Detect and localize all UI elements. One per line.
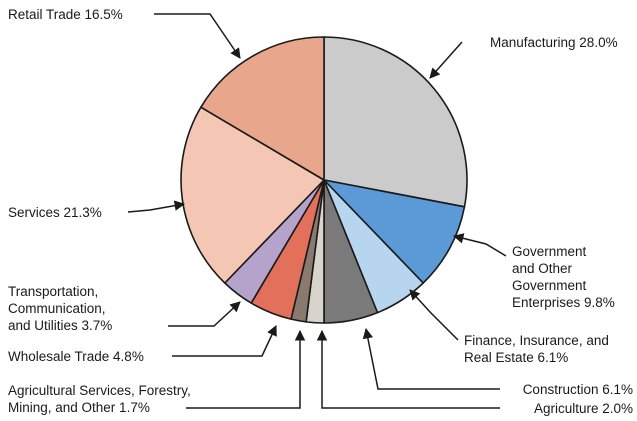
slice-label-line: Agriculture 2.0% bbox=[534, 401, 633, 416]
pie-slice-retail bbox=[200, 36, 325, 181]
leader-line-ag-services bbox=[186, 329, 306, 409]
leader-line-construction bbox=[362, 327, 500, 390]
slice-label-construction: Construction 6.1% bbox=[523, 382, 633, 397]
slice-label-line: Government bbox=[512, 278, 587, 293]
slice-label-line: Wholesale Trade 4.8% bbox=[8, 349, 144, 364]
slice-label-retail: Retail Trade 16.5% bbox=[8, 7, 123, 22]
pie-slice-manufacturing bbox=[323, 36, 468, 208]
slice-label-ag-services: Agricultural Services, Forestry, Mining, … bbox=[8, 383, 191, 415]
slice-label-line: Mining, and Other 1.7% bbox=[8, 400, 150, 415]
leader-lines bbox=[127, 13, 507, 409]
slice-labels: Manufacturing 28.0%Government and Other Go… bbox=[8, 7, 633, 416]
leader-line-finance bbox=[409, 289, 459, 341]
slice-label-line: Government bbox=[512, 244, 587, 259]
slice-label-line: Retail Trade 16.5% bbox=[8, 7, 123, 22]
slice-label-line: Enterprises 9.8% bbox=[512, 295, 615, 310]
slice-label-line: Communication, bbox=[8, 301, 106, 316]
leader-line-services bbox=[127, 200, 186, 213]
slice-label-line: and Utilities 3.7% bbox=[8, 318, 112, 333]
slice-label-line: Manufacturing 28.0% bbox=[490, 35, 618, 50]
leader-line-transportation bbox=[168, 301, 241, 327]
slice-label-line: Transportation, bbox=[8, 284, 98, 299]
slice-label-transportation: Transportation, Communication, and Utiliti… bbox=[8, 284, 112, 333]
slice-label-manufacturing: Manufacturing 28.0% bbox=[490, 35, 618, 50]
leader-line-wholesale bbox=[172, 325, 277, 357]
slice-label-line: Real Estate 6.1% bbox=[464, 350, 568, 365]
slice-label-agriculture: Agriculture 2.0% bbox=[534, 401, 633, 416]
leader-line-government bbox=[452, 233, 507, 257]
slice-label-line: and Other bbox=[512, 261, 573, 276]
pie-slice-government bbox=[323, 179, 466, 284]
leader-line-manufacturing bbox=[429, 41, 463, 79]
pie-slice-services bbox=[180, 106, 325, 284]
slice-label-line: Services 21.3% bbox=[8, 205, 102, 220]
leader-line-agriculture bbox=[316, 329, 500, 409]
slice-label-line: Construction 6.1% bbox=[523, 382, 633, 397]
pie-slices bbox=[180, 36, 468, 324]
slice-label-services: Services 21.3% bbox=[8, 205, 102, 220]
slice-label-government: Government and Other Government Enterprises… bbox=[512, 244, 615, 310]
slice-label-finance: Finance, Insurance, and Real Estate 6.1% bbox=[464, 333, 609, 365]
slice-label-line: Finance, Insurance, and bbox=[464, 333, 609, 348]
slice-label-line: Agricultural Services, Forestry, bbox=[8, 383, 191, 398]
slice-label-wholesale: Wholesale Trade 4.8% bbox=[8, 349, 144, 364]
leader-line-retail bbox=[154, 13, 241, 59]
